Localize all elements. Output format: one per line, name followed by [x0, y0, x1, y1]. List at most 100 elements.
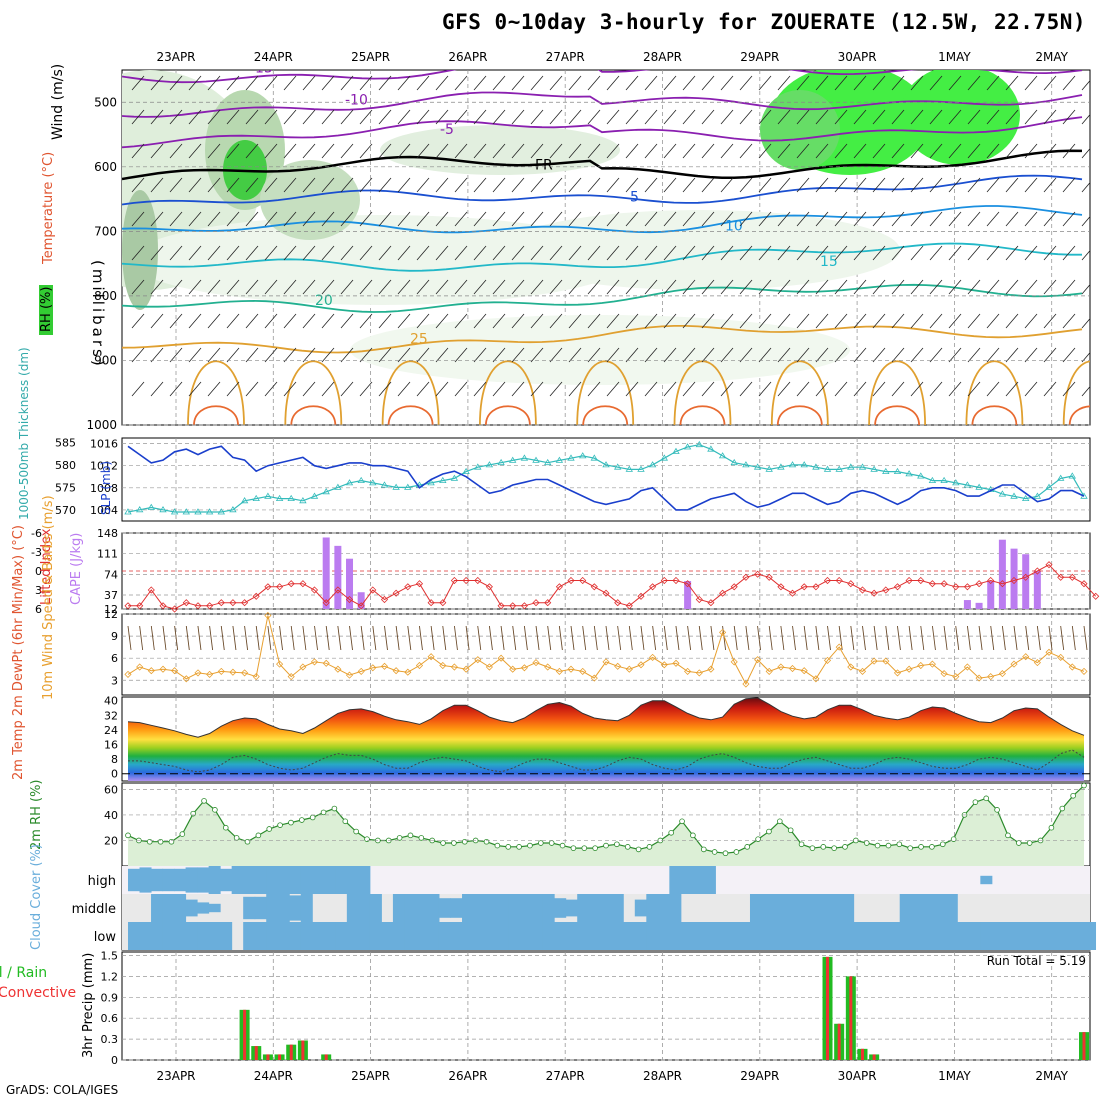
wind-speed-point [124, 670, 132, 678]
surface-wind-barb [687, 625, 692, 651]
wind-barb [473, 177, 487, 193]
surface-wind-barb [628, 625, 633, 651]
wind-barb [321, 347, 335, 363]
wind-speed-point [800, 667, 808, 675]
wind-barb [796, 313, 810, 329]
cloud-cell [438, 898, 452, 918]
wind-barb [416, 177, 430, 193]
wind-speed-point [835, 643, 843, 651]
wind-barb [207, 347, 221, 363]
surface-wind-barb [1036, 625, 1041, 651]
wind-speed-point [672, 659, 680, 667]
wind-barb [1062, 211, 1076, 227]
thickness-point [450, 474, 459, 481]
cape-tick: 37 [104, 589, 118, 602]
li-point [229, 599, 237, 607]
rh-point [320, 809, 327, 816]
wind-barb [321, 211, 335, 227]
wind-barb [1062, 109, 1076, 125]
cloud-cell [646, 894, 659, 922]
wind-barb [625, 75, 639, 91]
wind-barb [720, 177, 734, 193]
li-point [357, 602, 365, 610]
wind-barb [720, 347, 734, 363]
rh-point [418, 835, 425, 841]
wind-barb [1043, 245, 1057, 261]
surface-wind-barb [617, 625, 622, 651]
cloud-cell [761, 894, 774, 922]
li-point [252, 592, 260, 600]
wind-barb [511, 245, 525, 261]
wind-barb [853, 177, 867, 193]
cloud-cell [243, 896, 256, 920]
wind-barb [150, 143, 164, 159]
wind-barb [549, 75, 563, 91]
rh-tick: 60 [104, 783, 118, 796]
date-label-bottom: 26APR [448, 1069, 487, 1083]
wind-barb [1024, 109, 1038, 125]
cape-bar [975, 602, 983, 609]
temp-warm-contour [576, 360, 635, 425]
wind-speed-point [602, 658, 610, 666]
wind-barb [777, 109, 791, 125]
wind-barb [682, 279, 696, 295]
surface-wind-barb [349, 625, 353, 651]
rh-point [668, 829, 674, 836]
wind-barb [283, 177, 297, 193]
wind-barb [264, 347, 278, 363]
date-label-bottom: 1MAY [938, 1069, 971, 1083]
li-point [625, 602, 633, 610]
temp-contour [122, 91, 1083, 118]
cloud-cell [1072, 922, 1085, 950]
wind-speed-point [637, 661, 645, 669]
cloud-cell [415, 894, 428, 922]
surface-wind-barb [1048, 625, 1053, 651]
rh-point [201, 798, 207, 804]
thickness-point [135, 506, 144, 513]
temp-warm-contour [381, 360, 440, 425]
wind-barb [435, 381, 449, 397]
wind-speed-point [217, 667, 225, 675]
wind-barb [169, 177, 183, 193]
rh-point [766, 828, 772, 835]
wind-barb [416, 313, 430, 329]
surface-wind-barb [279, 625, 284, 651]
thickness-point [893, 467, 902, 475]
wind-barb [986, 143, 1000, 159]
date-label-top: 23APR [156, 50, 195, 64]
wind-barb [701, 313, 715, 329]
wind-barb [359, 211, 373, 227]
wind-barb [264, 211, 278, 227]
wind-barb [891, 75, 905, 91]
rh-point [711, 849, 718, 855]
wind-speed-point [1010, 660, 1018, 668]
cloud-cell [646, 922, 659, 950]
rh-point [494, 842, 501, 849]
cloud-cell [899, 922, 912, 950]
temp-warm-contour [971, 405, 1018, 425]
surface-wind-barb [407, 625, 412, 651]
cloud-cell [197, 867, 210, 893]
cloud-cell [519, 922, 532, 950]
wind-barb [967, 75, 981, 91]
wind-barb [454, 245, 468, 261]
wind-barb [245, 313, 259, 329]
wind-barb [340, 109, 354, 125]
wind-barb [1005, 245, 1019, 261]
wind-barb [454, 279, 468, 295]
wind-speed-point [847, 663, 855, 671]
date-label-bottom: 29APR [740, 1069, 779, 1083]
wind-barb [853, 347, 867, 363]
li-point [206, 602, 214, 610]
cloud-cell [830, 894, 843, 922]
wind-barb [473, 347, 487, 363]
rh-point [190, 810, 196, 817]
wind-barb [264, 109, 278, 125]
surface-wind-barb [733, 625, 738, 651]
rh-point [809, 845, 816, 851]
wind-barb [701, 211, 715, 227]
cloud-cell [784, 922, 797, 950]
wind-barb [150, 347, 164, 363]
wind-barb [264, 143, 278, 159]
wind-barb [986, 245, 1000, 261]
